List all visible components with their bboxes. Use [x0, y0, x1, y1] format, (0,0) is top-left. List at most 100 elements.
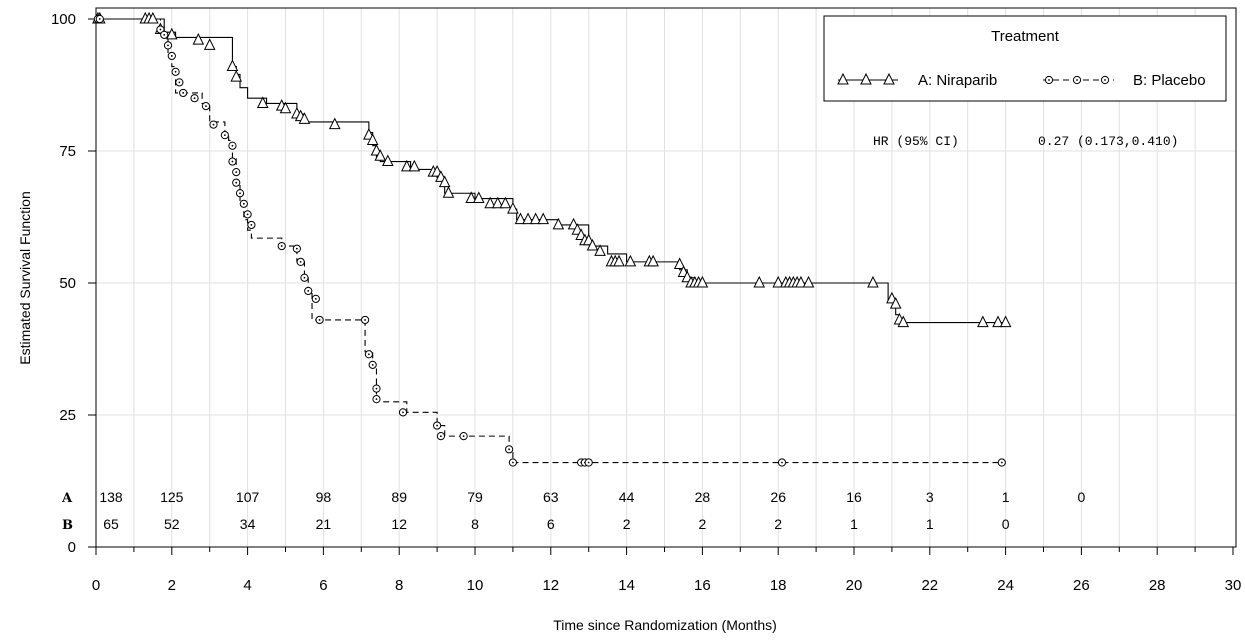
x-tick-label: 16: [694, 577, 711, 594]
niraparib-censor-mark: [586, 238, 599, 251]
x-tick-label: 20: [846, 577, 863, 594]
niraparib-censor-mark: [613, 254, 625, 267]
niraparib-censor-mark: [889, 297, 902, 309]
placebo-censor-mark-dot: [439, 435, 442, 438]
risk-count: 44: [619, 489, 635, 505]
niraparib-censor-mark: [507, 201, 519, 214]
placebo-censor-mark-dot: [375, 398, 378, 401]
niraparib-censor-mark: [192, 33, 205, 45]
legend-circle-marker-dot: [1104, 79, 1106, 81]
number-at-risk-table: A 138 125 107 98 89 79 63 44 28 26 16 3 1 0B 65 52 34 21 12…: [61, 489, 1086, 533]
legend-sample-placebo: [1043, 75, 1114, 85]
placebo-censor-mark-dot: [299, 260, 302, 263]
placebo-censor-mark-dot: [781, 461, 783, 464]
niraparib-censor-mark: [802, 275, 815, 288]
risk-count: 28: [695, 489, 711, 505]
placebo-censor-mark-dot: [314, 297, 317, 300]
niraparib-censor-mark: [400, 159, 413, 172]
x-tick-label: 14: [618, 577, 635, 594]
censor-marks: [92, 11, 1012, 467]
placebo-censor-mark-dot: [367, 353, 370, 356]
niraparib-censor-mark: [165, 27, 178, 40]
legend-circle-marker-dot: [1048, 79, 1050, 81]
placebo-censor-mark-dot: [1000, 461, 1003, 464]
placebo-censor-mark-dot: [364, 319, 366, 321]
risk-count: 138: [99, 489, 123, 505]
placebo-censor-mark-dot: [303, 276, 306, 279]
risk-count: 52: [164, 516, 180, 532]
placebo-censor-mark-dot: [170, 55, 173, 57]
y-tick-label: 50: [59, 275, 76, 292]
placebo-censor-mark-dot: [307, 290, 310, 292]
placebo-censor-mark-dot: [508, 448, 511, 451]
legend-box: [823, 15, 1227, 102]
niraparib-censor-mark: [366, 133, 379, 145]
risk-count: 2: [623, 516, 631, 532]
niraparib-censor-mark: [374, 149, 387, 161]
niraparib-censor-mark: [256, 96, 269, 108]
niraparib-censor-mark: [442, 186, 455, 198]
risk-count: 98: [316, 489, 332, 505]
niraparib-censor-mark: [999, 315, 1012, 328]
placebo-censor-mark-dot: [182, 92, 185, 94]
grid-lines: [96, 8, 1236, 547]
placebo-censor-mark-dot: [167, 44, 169, 47]
placebo-censor-mark-dot: [231, 144, 234, 147]
risk-count: 0: [1002, 516, 1010, 532]
placebo-censor-mark-dot: [193, 97, 196, 100]
risk-count: 89: [391, 489, 407, 505]
placebo-censor-mark-dot: [462, 435, 465, 438]
placebo-censor-mark-dot: [318, 319, 321, 321]
x-tick-label: 12: [542, 577, 559, 594]
placebo-censor-mark-dot: [250, 224, 253, 226]
x-tick-label: 2: [168, 577, 176, 594]
niraparib-censor-mark: [230, 69, 243, 82]
risk-count: 34: [240, 516, 256, 532]
niraparib-censor-mark: [867, 275, 879, 288]
niraparib-censor-mark: [594, 244, 606, 256]
y-tick-label: 100: [51, 11, 76, 28]
placebo-censor-mark-dot: [231, 160, 234, 163]
niraparib-censor-mark: [328, 117, 341, 130]
x-tick-label: 30: [1225, 577, 1242, 594]
x-tick-label: 28: [1149, 577, 1166, 594]
legend-triangle-marker: [883, 72, 895, 85]
risk-row-label: A: [61, 491, 73, 506]
placebo-censor-mark-dot: [375, 387, 378, 390]
niraparib-censor-mark: [472, 191, 485, 204]
placebo-censor-mark-dot: [295, 247, 298, 250]
risk-count: 8: [471, 516, 479, 532]
niraparib-censor-mark: [514, 212, 527, 225]
placebo-censor-mark-dot: [587, 461, 590, 464]
niraparib-censor-mark: [529, 212, 542, 225]
hr-value: 0.27 (0.173,0.410): [1038, 134, 1178, 149]
risk-count: 6: [547, 516, 555, 532]
niraparib-censor-mark: [499, 196, 512, 209]
legend-title: Treatment: [991, 28, 1060, 45]
niraparib-censor-mark: [147, 11, 159, 24]
niraparib-censor-mark: [465, 191, 478, 204]
x-axis-title: Time since Randomization (Months): [553, 617, 777, 633]
niraparib-censor-mark: [438, 175, 451, 188]
niraparib-censor-mark: [647, 254, 659, 267]
legend-triangle-marker: [860, 72, 872, 85]
niraparib-censor-mark: [491, 196, 504, 209]
x-tick-label: 6: [319, 577, 327, 594]
risk-count: 1: [850, 516, 858, 532]
legend-triangle-marker: [837, 72, 849, 85]
risk-count: 2: [774, 516, 782, 532]
niraparib-censor-mark: [795, 275, 807, 288]
niraparib-censor-mark: [696, 275, 709, 288]
x-tick-label: 8: [395, 577, 403, 594]
niraparib-censor-mark: [897, 315, 910, 328]
niraparib-censor-mark: [552, 217, 565, 230]
x-tick-label: 22: [921, 577, 938, 594]
placebo-censor-mark-dot: [436, 424, 438, 427]
risk-count: 65: [103, 516, 119, 532]
placebo-censor-mark-dot: [163, 33, 166, 36]
risk-count: 107: [236, 489, 260, 505]
niraparib-censor-mark: [977, 315, 989, 328]
placebo-censor-mark-dot: [239, 192, 241, 195]
